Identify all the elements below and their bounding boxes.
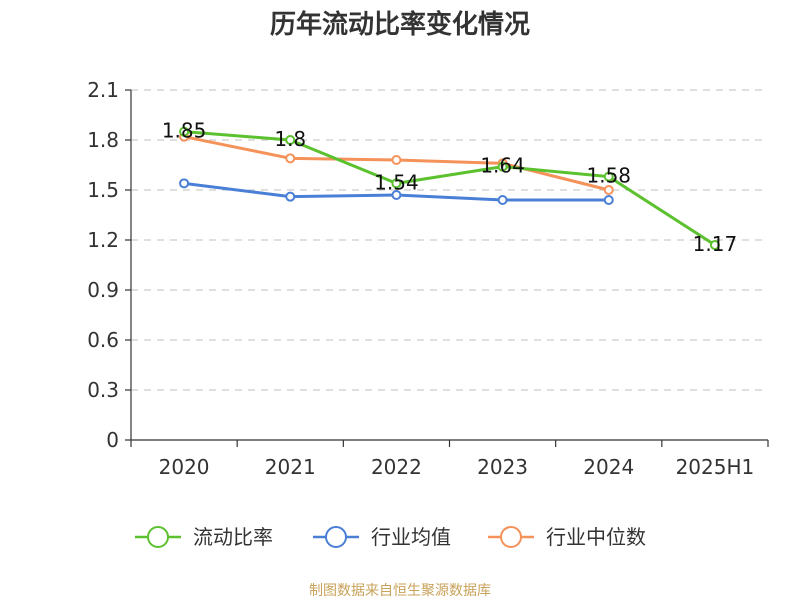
series-lines [179, 126, 720, 250]
series-1-point [497, 195, 508, 205]
y-tick-label: 1.8 [87, 128, 119, 152]
y-tick-label: 0 [106, 428, 119, 452]
x-tick-label: 2021 [265, 455, 316, 479]
y-tick-label: 1.2 [87, 228, 119, 252]
legend-marker-0 [147, 526, 169, 548]
series-1-point [285, 191, 296, 202]
axes: 0 0.3 0.6 0.9 1.2 1.5 1.8 2.1 2020 2021 2022 2023 20… [87, 78, 769, 479]
legend-label-1: 行业均值 [371, 525, 451, 549]
series-2-point [603, 185, 614, 195]
data-labels: 1.85 1.8 1.54 1.64 1.58 1.17 [162, 119, 737, 256]
x-tick-label: 2023 [477, 455, 528, 479]
series-2-point [391, 155, 402, 165]
y-tick-label: 2.1 [87, 78, 119, 102]
data-label: 1.85 [162, 119, 207, 143]
legend-label-0: 流动比率 [193, 525, 273, 549]
x-tick-label: 2020 [159, 455, 210, 479]
data-label: 1.54 [374, 170, 419, 194]
series-2-point [285, 153, 296, 164]
x-tick-label: 2022 [371, 455, 422, 479]
x-tick-label: 2024 [583, 455, 634, 479]
series-0-point [391, 178, 402, 189]
legend: 流动比率 行业均值 行业中位数 [135, 525, 646, 549]
series-1-point [603, 195, 614, 205]
series-0-point [285, 135, 296, 145]
y-tick-label: 0.6 [87, 328, 119, 352]
data-label: 1.8 [274, 127, 306, 151]
data-label: 1.17 [693, 232, 738, 256]
data-label: 1.58 [586, 164, 631, 188]
legend-marker-2 [500, 526, 522, 548]
series-0-point [709, 240, 720, 250]
y-tick-label: 1.5 [87, 178, 119, 202]
source-note: 制图数据来自恒生聚源数据库 [309, 583, 491, 599]
series-0-point [179, 126, 190, 137]
x-tick-label: 2025H1 [676, 455, 755, 479]
grid-lines [131, 89, 768, 391]
series-1-point [179, 178, 190, 189]
series-1-point [391, 190, 402, 200]
chart-title: 历年流动比率变化情况 [270, 9, 530, 40]
legend-marker-1 [325, 526, 347, 548]
series-line-0 [183, 130, 716, 247]
y-tick-label: 0.9 [87, 278, 119, 302]
series-0-point [497, 161, 508, 172]
data-label: 1.64 [480, 154, 525, 178]
y-tick-label: 0.3 [87, 378, 119, 402]
series-0-point [603, 171, 614, 182]
legend-label-2: 行业中位数 [546, 525, 646, 549]
